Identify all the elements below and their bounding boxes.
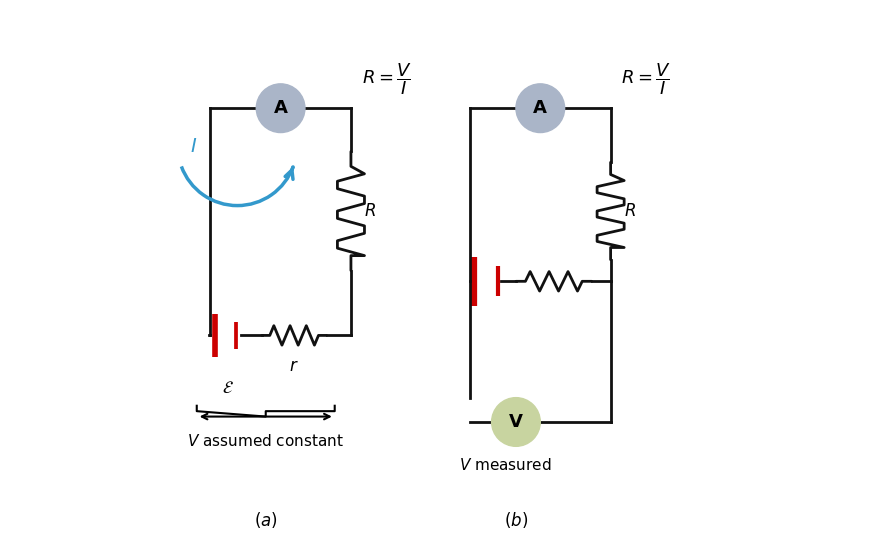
- Text: $R = \dfrac{V}{I}$: $R = \dfrac{V}{I}$: [621, 62, 671, 97]
- Text: A: A: [274, 99, 288, 117]
- Text: $R = \dfrac{V}{I}$: $R = \dfrac{V}{I}$: [361, 62, 412, 97]
- Text: $r$: $r$: [290, 357, 299, 375]
- Text: $I$: $I$: [191, 136, 198, 156]
- Text: V: V: [509, 413, 523, 431]
- Text: $R$: $R$: [624, 202, 636, 220]
- Text: $V$ measured: $V$ measured: [458, 457, 551, 473]
- Text: $(b)$: $(b)$: [504, 510, 528, 530]
- Circle shape: [492, 398, 540, 446]
- Circle shape: [516, 84, 564, 133]
- Text: $R$: $R$: [365, 202, 376, 220]
- Text: $V$ assumed constant: $V$ assumed constant: [187, 433, 344, 449]
- Circle shape: [256, 84, 305, 133]
- Text: A: A: [534, 99, 547, 117]
- Text: $\mathcal{E}$: $\mathcal{E}$: [222, 379, 234, 397]
- Text: $(a)$: $(a)$: [254, 510, 277, 530]
